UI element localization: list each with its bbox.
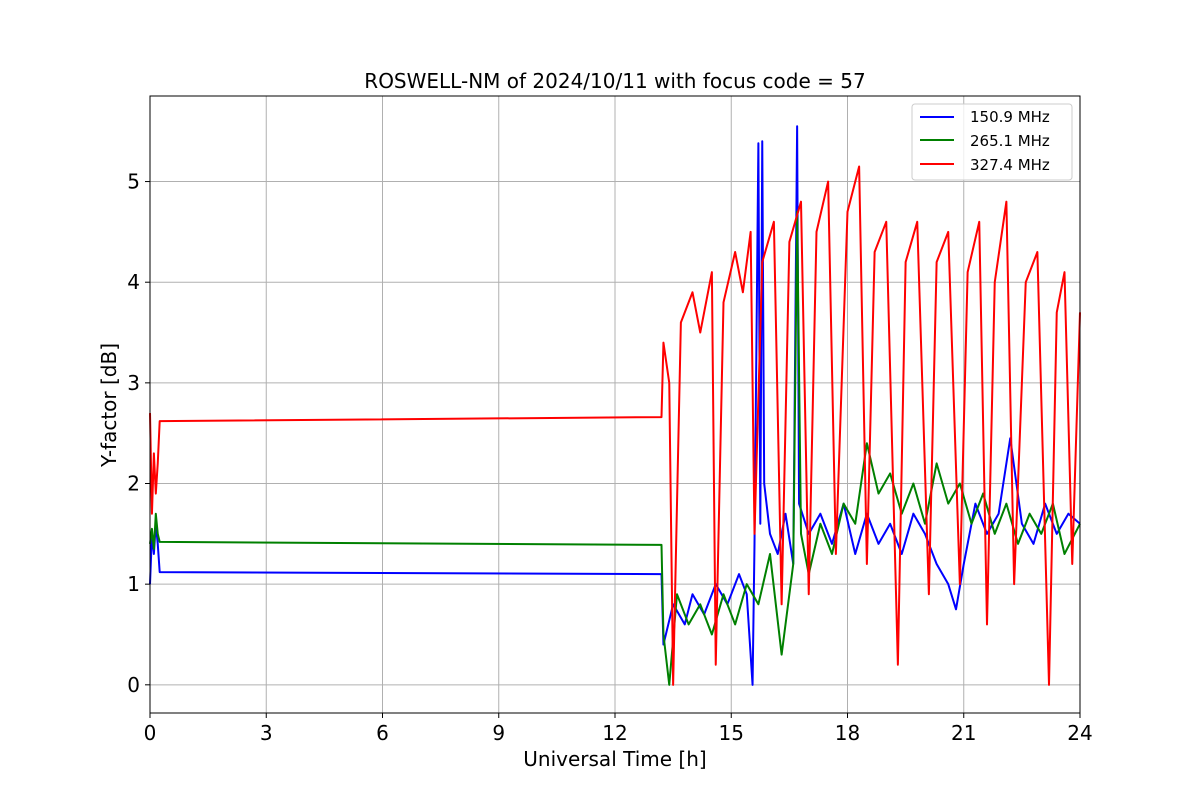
- x-tick-label: 15: [719, 721, 744, 745]
- x-tick-label: 12: [602, 721, 627, 745]
- x-tick-label: 3: [260, 721, 273, 745]
- x-tick-label: 9: [492, 721, 505, 745]
- y-tick-label: 1: [127, 572, 140, 596]
- x-tick-label: 24: [1067, 721, 1092, 745]
- x-tick-label: 6: [376, 721, 389, 745]
- y-tick-label: 5: [127, 170, 140, 194]
- y-tick-label: 4: [127, 270, 140, 294]
- y-tick-label: 3: [127, 371, 140, 395]
- legend-label-327: 327.4 MHz: [970, 156, 1050, 174]
- x-tick-label: 21: [951, 721, 976, 745]
- legend: 150.9 MHz 265.1 MHz 327.4 MHz: [911, 103, 1073, 181]
- y-tick-label: 0: [127, 673, 140, 697]
- series-lines: [149, 125, 1081, 686]
- x-tick-label: 18: [835, 721, 860, 745]
- y-axis-ticks: 0 1 2 3 4 5: [127, 170, 150, 697]
- x-axis-label: Universal Time [h]: [523, 747, 706, 771]
- legend-label-265: 265.1 MHz: [970, 132, 1050, 150]
- y-axis-label: Y-factor [dB]: [97, 343, 121, 468]
- series-line-327-4: [149, 165, 1081, 686]
- legend-label-150: 150.9 MHz: [970, 108, 1050, 126]
- legend-box: [911, 103, 1073, 181]
- series-line-150-9: [149, 125, 1081, 686]
- chart-title: ROSWELL-NM of 2024/10/11 with focus code…: [364, 69, 865, 93]
- x-axis-ticks: 0 3 6 9 12 15 18 21 24: [144, 713, 1093, 745]
- grid: [149, 96, 1081, 713]
- y-tick-label: 2: [127, 472, 140, 496]
- x-tick-label: 0: [144, 721, 157, 745]
